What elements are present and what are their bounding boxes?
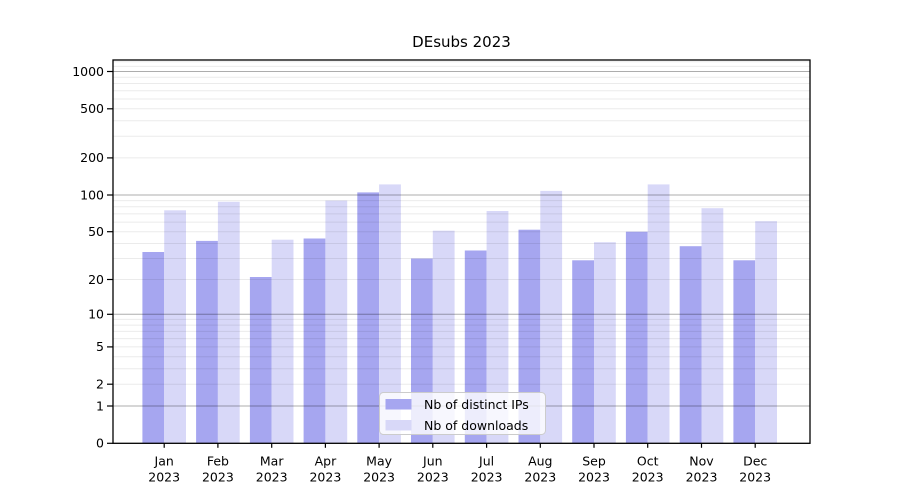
x-tick-label-month: May xyxy=(366,454,392,469)
y-tick-label: 500 xyxy=(80,101,104,116)
y-tick-label: 0 xyxy=(96,436,104,451)
bar-nb-of-downloads-dec-2023 xyxy=(755,221,777,444)
x-tick-label-year: 2023 xyxy=(471,470,503,485)
x-tick-label-month: Mar xyxy=(260,454,284,469)
bar-nb-of-distinct-ips-may-2023 xyxy=(357,192,380,444)
x-tick-label-month: Oct xyxy=(637,454,659,469)
x-tick-label-year: 2023 xyxy=(686,470,718,485)
y-tick-label: 100 xyxy=(80,187,104,202)
y-tick-label: 1 xyxy=(96,398,104,413)
bar-nb-of-downloads-feb-2023 xyxy=(217,201,240,444)
x-tick-label-year: 2023 xyxy=(256,470,288,485)
x-tick-label-month: Apr xyxy=(315,454,337,469)
bar-nb-of-distinct-ips-feb-2023 xyxy=(196,240,218,444)
x-tick-label-year: 2023 xyxy=(309,470,341,485)
legend-label: Nb of distinct IPs xyxy=(424,397,529,412)
bar-nb-of-distinct-ips-jan-2023 xyxy=(142,252,165,444)
bar-nb-of-distinct-ips-sep-2023 xyxy=(572,260,594,444)
legend-swatch-nb-of-downloads xyxy=(385,420,412,431)
bar-nb-of-downloads-aug-2023 xyxy=(540,190,563,444)
bar-nb-of-downloads-oct-2023 xyxy=(647,184,670,444)
bar-nb-of-distinct-ips-dec-2023 xyxy=(733,260,756,444)
x-tick-label-month: Aug xyxy=(528,454,552,469)
bar-nb-of-downloads-jun-2023 xyxy=(432,230,455,444)
x-tick-label-year: 2023 xyxy=(578,470,610,485)
chart-title: DEsubs 2023 xyxy=(412,33,511,51)
y-tick-label: 1000 xyxy=(72,64,104,79)
x-tick-label-month: Feb xyxy=(207,454,229,469)
x-tick-label-year: 2023 xyxy=(739,470,771,485)
y-axis: 0 1 2 5 10 20 50 100 200 500 1000 xyxy=(72,64,113,451)
x-tick-label-year: 2023 xyxy=(148,470,180,485)
bar-nb-of-downloads-nov-2023 xyxy=(701,208,724,444)
y-tick-label: 2 xyxy=(96,377,104,392)
y-tick-label: 200 xyxy=(80,150,104,165)
bar-nb-of-distinct-ips-apr-2023 xyxy=(303,238,326,444)
y-tick-label: 10 xyxy=(88,307,104,322)
bar-nb-of-downloads-jul-2023 xyxy=(486,211,509,444)
x-axis: Jan2023Feb2023Mar2023Apr2023May2023Jun20… xyxy=(148,443,771,485)
legend-box xyxy=(379,392,546,435)
bar-nb-of-downloads-apr-2023 xyxy=(325,200,348,444)
x-tick-label-month: Dec xyxy=(743,454,767,469)
legend-label: Nb of downloads xyxy=(424,418,528,433)
bar-nb-of-distinct-ips-nov-2023 xyxy=(679,246,702,444)
x-tick-label-year: 2023 xyxy=(632,470,664,485)
bar-nb-of-distinct-ips-aug-2023 xyxy=(518,229,541,444)
bar-nb-of-distinct-ips-mar-2023 xyxy=(249,277,272,444)
x-tick-label-month: Sep xyxy=(582,454,606,469)
y-tick-label: 20 xyxy=(88,272,104,287)
plot-border xyxy=(112,59,811,444)
y-tick-label: 5 xyxy=(96,339,104,354)
legend: Nb of distinct IPs Nb of downloads xyxy=(379,392,546,435)
x-tick-label-month: Nov xyxy=(689,454,714,469)
bar-nb-of-downloads-may-2023 xyxy=(379,184,401,444)
x-tick-label-month: Jun xyxy=(422,454,443,469)
x-tick-label-month: Jul xyxy=(478,454,494,469)
x-tick-label-year: 2023 xyxy=(524,470,556,485)
bar-nb-of-downloads-sep-2023 xyxy=(594,242,616,444)
x-tick-label-month: Jan xyxy=(154,454,174,469)
x-tick-label-year: 2023 xyxy=(363,470,395,485)
bar-nb-of-downloads-jan-2023 xyxy=(164,210,186,444)
minor-gridlines xyxy=(113,61,810,385)
legend-swatch-nb-of-distinct-ips xyxy=(385,399,412,410)
y-tick-label: 50 xyxy=(88,224,104,239)
bar-nb-of-distinct-ips-oct-2023 xyxy=(625,231,648,444)
bar-nb-of-downloads-mar-2023 xyxy=(271,239,294,444)
x-tick-label-year: 2023 xyxy=(417,470,449,485)
x-tick-label-year: 2023 xyxy=(202,470,234,485)
